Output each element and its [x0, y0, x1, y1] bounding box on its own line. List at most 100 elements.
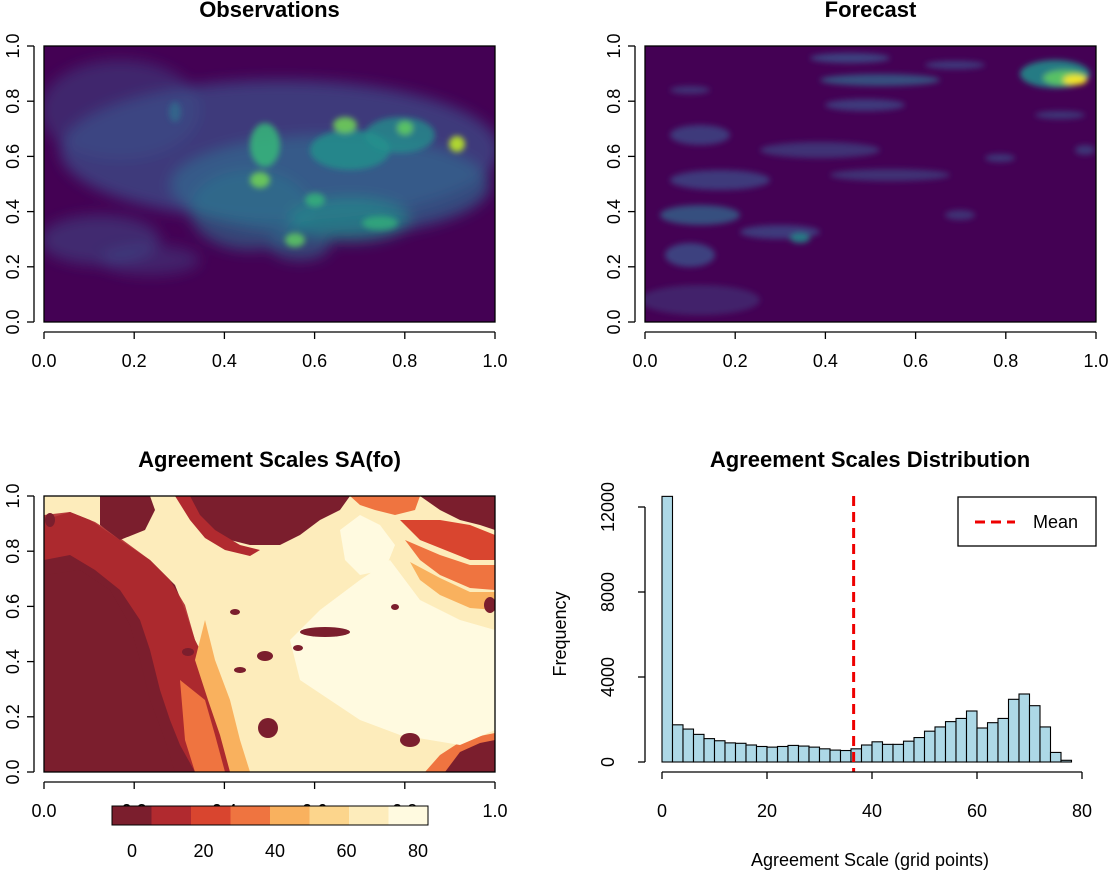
- observations-x-tick-label: 1.0: [482, 351, 507, 371]
- observations-title: Observations: [199, 0, 340, 22]
- colorbar-swatch: [230, 806, 271, 825]
- histogram-bar: [986, 722, 999, 763]
- histogram-bar: [1049, 751, 1062, 763]
- colorbar-swatch: [270, 806, 310, 825]
- histogram-y-axis: 0 4000 8000 12000: [598, 482, 646, 767]
- forecast-x-tick-label: 0.6: [903, 351, 928, 371]
- forecast-y-tick-label: 0.8: [604, 89, 624, 114]
- histogram-bar: [997, 717, 1010, 763]
- agreement-scales-y-tick-label: 0.6: [3, 594, 23, 619]
- observations-y-tick-label: 1.0: [3, 33, 23, 58]
- agreement-scales-y-tick-label: 0.8: [3, 539, 23, 564]
- observations-y-tick-label: 0.2: [3, 254, 23, 279]
- observations-x-tick-label: 0.0: [31, 351, 56, 371]
- histogram-x-label: Agreement Scale (grid points): [751, 850, 989, 870]
- histogram-x-tick-label: 40: [862, 801, 882, 821]
- histogram-bar: [703, 738, 716, 763]
- histogram-bar: [776, 745, 789, 763]
- histogram-bar: [923, 730, 936, 763]
- observations-x-tick-label: 0.4: [212, 351, 237, 371]
- observations-x-tick-label: 0.6: [302, 351, 327, 371]
- histogram-bar: [713, 740, 726, 763]
- histogram-bar: [871, 741, 884, 763]
- colorbar-swatch: [191, 806, 231, 825]
- forecast-panel: Forecast: [604, 0, 1108, 371]
- forecast-heatmap: [645, 46, 1096, 322]
- observations-heatmap: [44, 46, 495, 322]
- histogram-bar: [965, 710, 978, 763]
- colorbar-swatch: [349, 806, 389, 825]
- observations-y-tick-label: 0.4: [3, 199, 23, 224]
- forecast-x-tick-label: 0.4: [813, 351, 838, 371]
- legend-mean-label: Mean: [1033, 512, 1078, 532]
- histogram-x-tick-label: 60: [967, 801, 987, 821]
- histogram-bar: [755, 745, 768, 763]
- histogram-bar: [818, 748, 831, 763]
- histogram-bars: [661, 495, 1073, 763]
- forecast-y-tick-label: 0.2: [604, 254, 624, 279]
- agreement-scales-title: Agreement Scales SA(fo): [138, 447, 401, 472]
- histogram-bar: [787, 744, 800, 763]
- agreement-scales-frame: [43, 495, 496, 773]
- agreement-scales-x-tick-label: 0.0: [31, 801, 56, 821]
- agreement-scales-colorbar: 0 20 40 60 80: [111, 805, 429, 861]
- agreement-scales-panel: Agreement Scales SA(fo): [3, 447, 508, 861]
- colorbar-tick-label: 80: [408, 841, 428, 861]
- histogram-x-tick-label: 20: [757, 801, 777, 821]
- histogram-bar: [734, 742, 747, 763]
- histogram-bar: [1018, 693, 1031, 763]
- agreement-scales-y-tick-label: 1.0: [3, 483, 23, 508]
- histogram-bar: [661, 495, 674, 763]
- histogram-y-tick-label: 8000: [598, 572, 618, 612]
- agreement-scales-y-axis: 0.0 0.2 0.4 0.6 0.8 1.0: [3, 483, 35, 785]
- forecast-title: Forecast: [825, 0, 917, 22]
- histogram-y-tick-label: 12000: [598, 482, 618, 532]
- forecast-x-tick-label: 0.8: [993, 351, 1018, 371]
- observations-y-axis: 0.0 0.2 0.4 0.6 0.8 1.0: [3, 33, 35, 335]
- histogram-bar: [797, 745, 810, 763]
- observations-x-tick-label: 0.8: [392, 351, 417, 371]
- agreement-scales-x-tick-label: 1.0: [482, 801, 507, 821]
- histogram-bar: [955, 717, 968, 763]
- histogram-bar: [692, 733, 705, 763]
- histogram-bar: [1060, 759, 1073, 763]
- histogram-bar: [902, 740, 915, 763]
- histogram-x-tick-label: 0: [657, 801, 667, 821]
- forecast-y-tick-label: 0.4: [604, 199, 624, 224]
- agreement-scales-y-tick-label: 0.4: [3, 649, 23, 674]
- colorbar-tick-label: 40: [265, 841, 285, 861]
- histogram-bar: [724, 742, 737, 763]
- observations-frame: [43, 45, 496, 323]
- histogram-bar: [913, 737, 926, 763]
- histogram-x-tick-label: 80: [1072, 801, 1092, 821]
- histogram-bar: [745, 744, 758, 763]
- histogram-y-tick-label: 4000: [598, 657, 618, 697]
- forecast-y-tick-label: 1.0: [604, 33, 624, 58]
- observations-y-tick-label: 0.6: [3, 144, 23, 169]
- colorbar-tick-label: 60: [336, 841, 356, 861]
- histogram-bar: [892, 743, 905, 763]
- colorbar-frame: [111, 805, 429, 826]
- agreement-scales-y-tick-label: 0.2: [3, 704, 23, 729]
- forecast-y-tick-label: 0.6: [604, 144, 624, 169]
- histogram-bar: [881, 743, 894, 763]
- histogram-y-tick-label: 0: [598, 757, 618, 767]
- observations-x-tick-label: 0.2: [122, 351, 147, 371]
- colorbar-swatch: [309, 806, 350, 825]
- forecast-y-axis: 0.0 0.2 0.4 0.6 0.8 1.0: [604, 33, 636, 335]
- colorbar-swatch: [112, 806, 152, 825]
- observations-panel: Observations: [3, 0, 508, 371]
- histogram-title: Agreement Scales Distribution: [710, 447, 1030, 472]
- forecast-x-tick-label: 1.0: [1083, 351, 1108, 371]
- colorbar-swatch: [388, 806, 429, 825]
- histogram-panel: Agreement Scales Distribution 0 20 40 60 80 …: [550, 447, 1097, 870]
- observations-x-axis: 0.0 0.2 0.4 0.6 0.8 1.0: [31, 331, 508, 371]
- histogram-legend: Mean: [957, 496, 1097, 547]
- histogram-bar: [1028, 705, 1041, 763]
- forecast-x-tick-label: 0.2: [723, 351, 748, 371]
- colorbar-swatch: [151, 806, 192, 825]
- forecast-x-tick-label: 0.0: [632, 351, 657, 371]
- histogram-bar: [976, 727, 989, 763]
- histogram-bar: [934, 726, 947, 763]
